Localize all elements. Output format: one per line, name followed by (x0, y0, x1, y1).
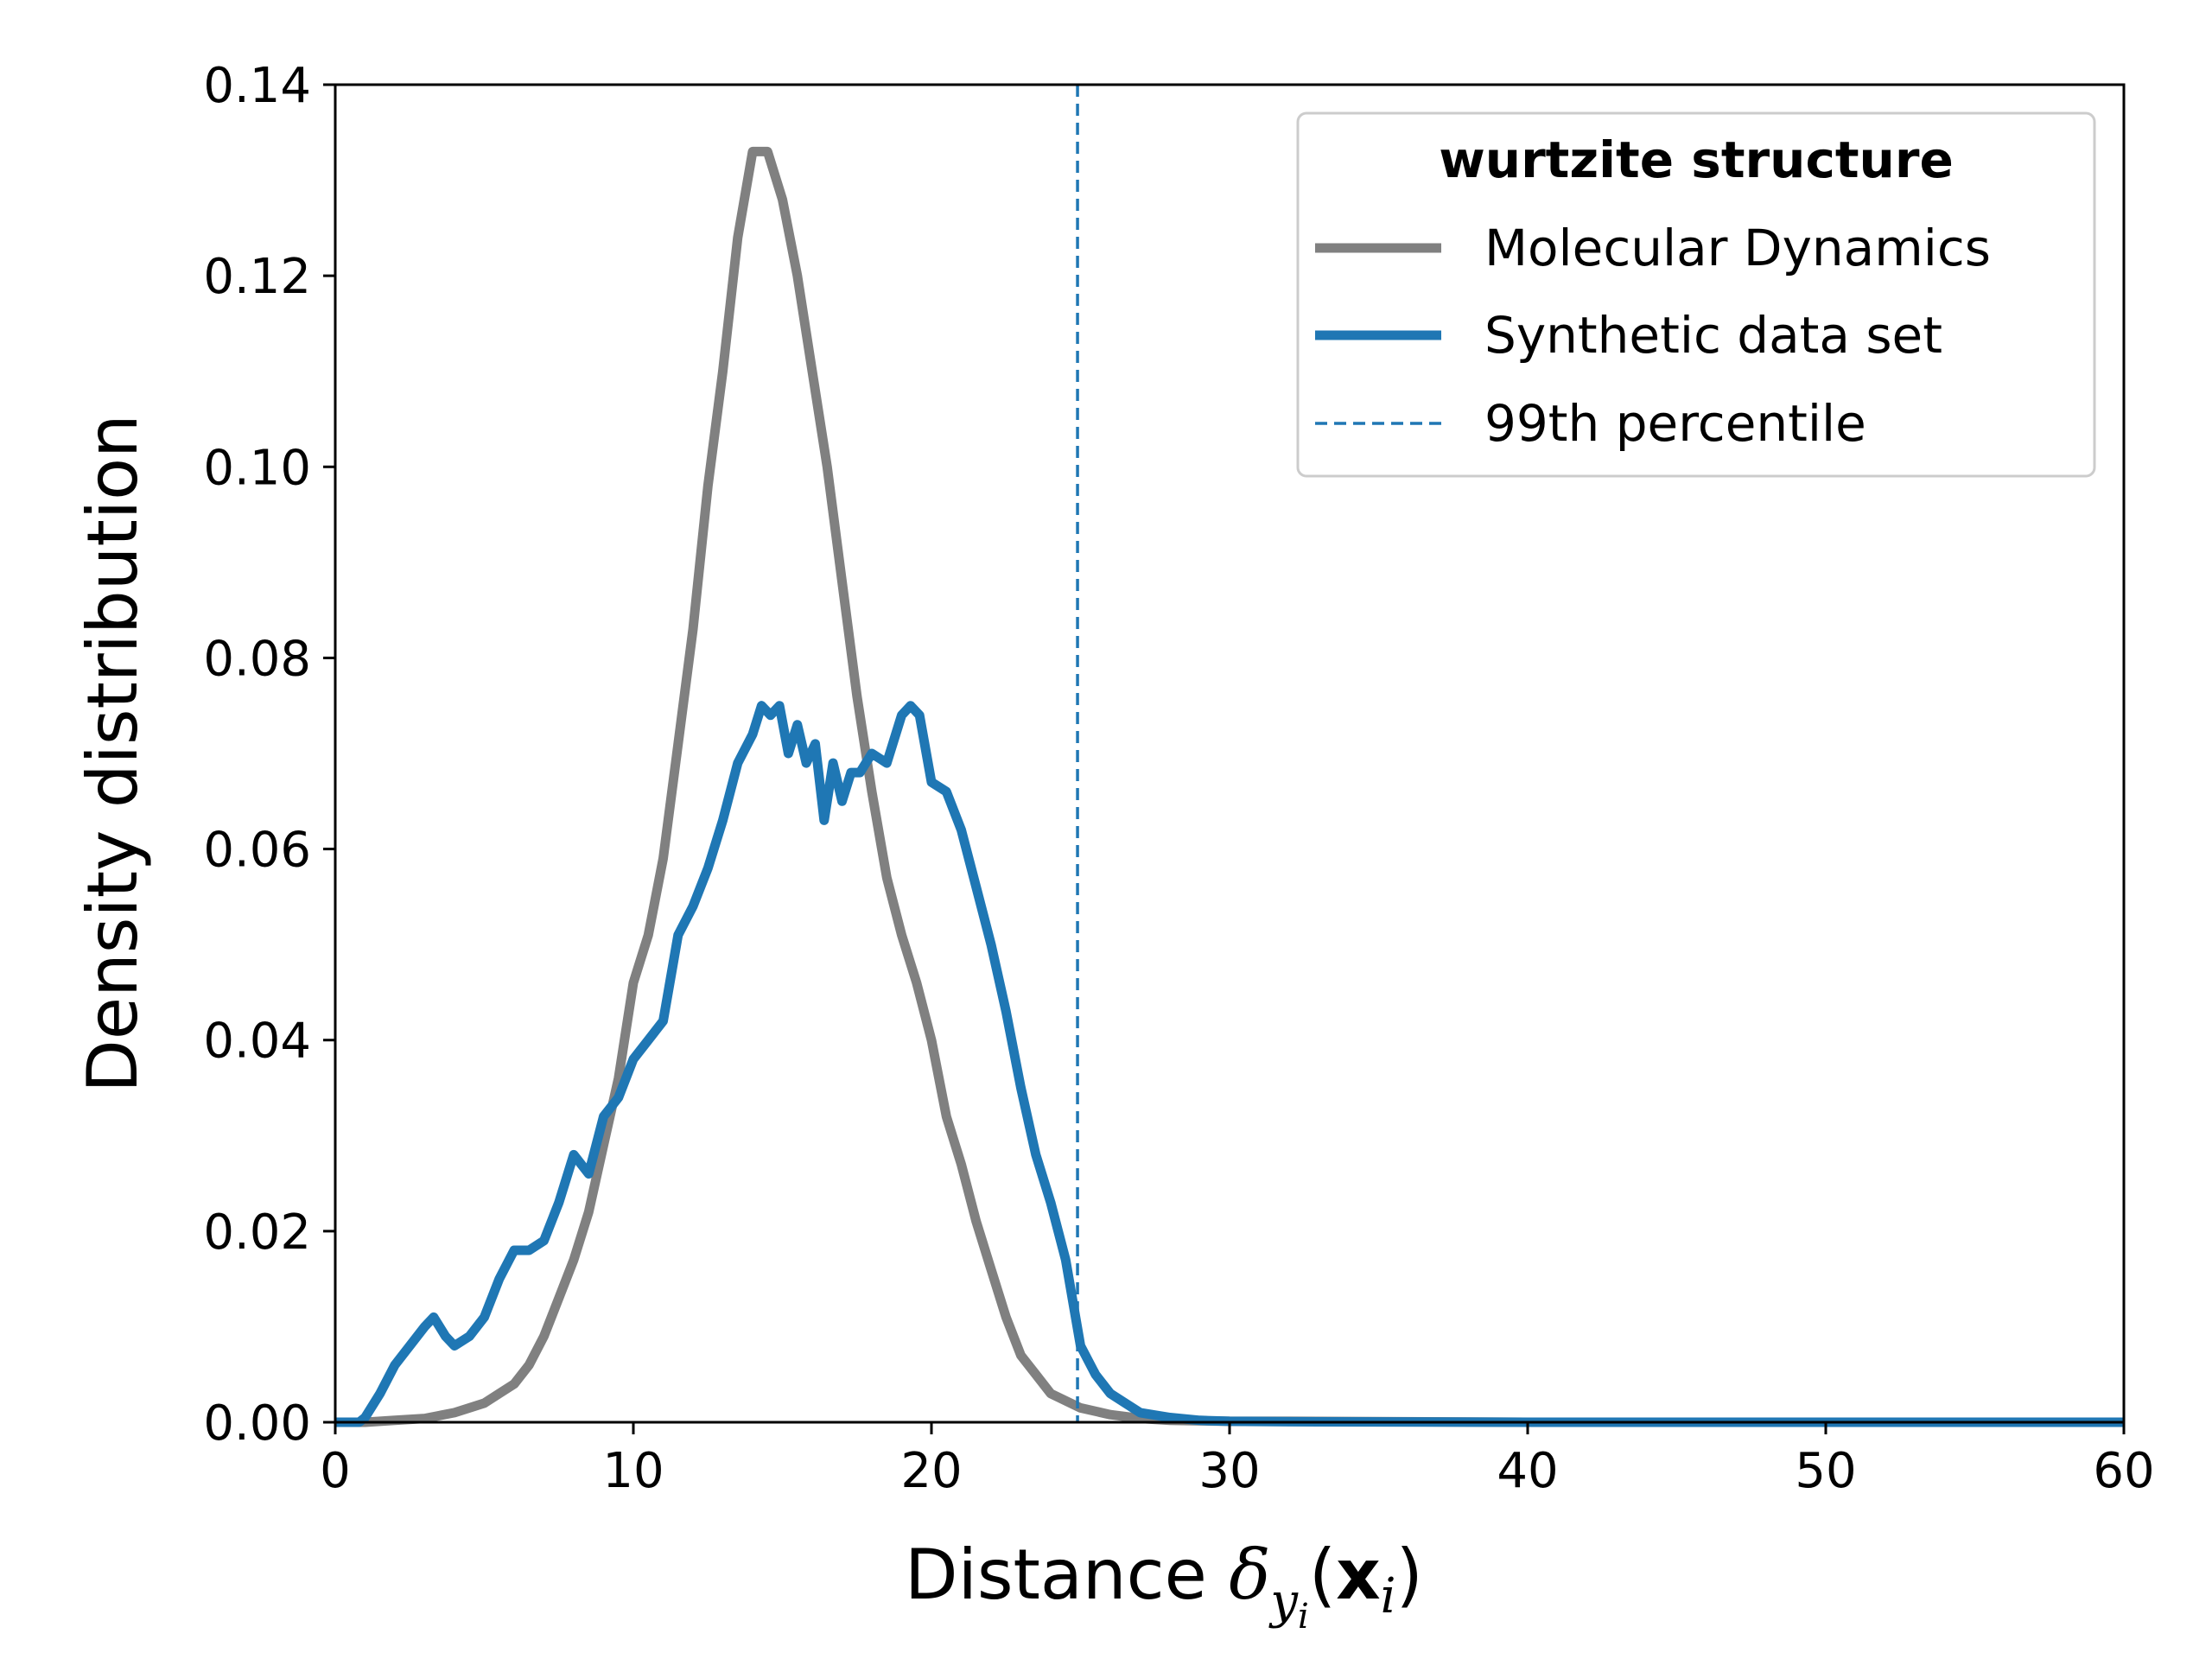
legend-title: wurtzite structure (1439, 130, 1954, 189)
x-axis-label-open: ( (1309, 1535, 1336, 1615)
y-tick-label: 0.00 (203, 1395, 311, 1452)
x-tick-label: 50 (1795, 1443, 1856, 1499)
x-tick-label: 20 (900, 1443, 962, 1499)
x-axis-label-subsub: i (1298, 1597, 1309, 1637)
x-axis-label: Distance δyi(xi) (905, 1535, 1423, 1637)
y-tick-label: 0.06 (203, 823, 311, 879)
x-axis-label-close: ) (1396, 1535, 1423, 1615)
legend-label-molecular-dynamics: Molecular Dynamics (1484, 219, 1991, 277)
y-tick-label: 0.10 (203, 440, 311, 496)
series-line-synthetic-data-set (335, 701, 2124, 1427)
y-tick-label: 0.02 (203, 1205, 311, 1261)
x-axis: 0 10 20 30 40 50 60 (320, 1422, 2155, 1499)
x-axis-label-bold-x: x (1336, 1535, 1381, 1615)
legend-label-synthetic-data-set: Synthetic data set (1484, 306, 1942, 365)
x-tick-label: 0 (320, 1443, 351, 1499)
x-axis-label-x-sub: i (1381, 1568, 1396, 1624)
y-tick-label: 0.08 (203, 631, 311, 687)
x-tick-label: 10 (602, 1443, 664, 1499)
legend-label-99th-percentile: 99th percentile (1484, 394, 1866, 453)
y-tick-label: 0.12 (203, 249, 311, 305)
x-tick-label: 60 (2093, 1443, 2154, 1499)
x-axis-label-main: Distance (905, 1535, 1229, 1615)
x-axis-label-sub: y (1268, 1573, 1299, 1630)
series-line-molecular-dynamics (335, 146, 2124, 1427)
x-tick-label: 30 (1198, 1443, 1260, 1499)
x-tick-label: 40 (1497, 1443, 1558, 1499)
y-tick-label: 0.04 (203, 1014, 311, 1070)
legend-box (1296, 111, 2096, 478)
x-axis-label-delta: δ (1229, 1535, 1270, 1615)
y-axis-label: Density distribution (73, 414, 153, 1092)
y-axis: 0.00 0.02 0.04 0.06 0.08 0.10 0.12 0.14 (203, 58, 335, 1452)
legend: wurtzite structure Molecular Dynamics Sy… (1296, 111, 2096, 478)
y-tick-label: 0.14 (203, 58, 311, 114)
series-layer (335, 146, 2124, 1427)
